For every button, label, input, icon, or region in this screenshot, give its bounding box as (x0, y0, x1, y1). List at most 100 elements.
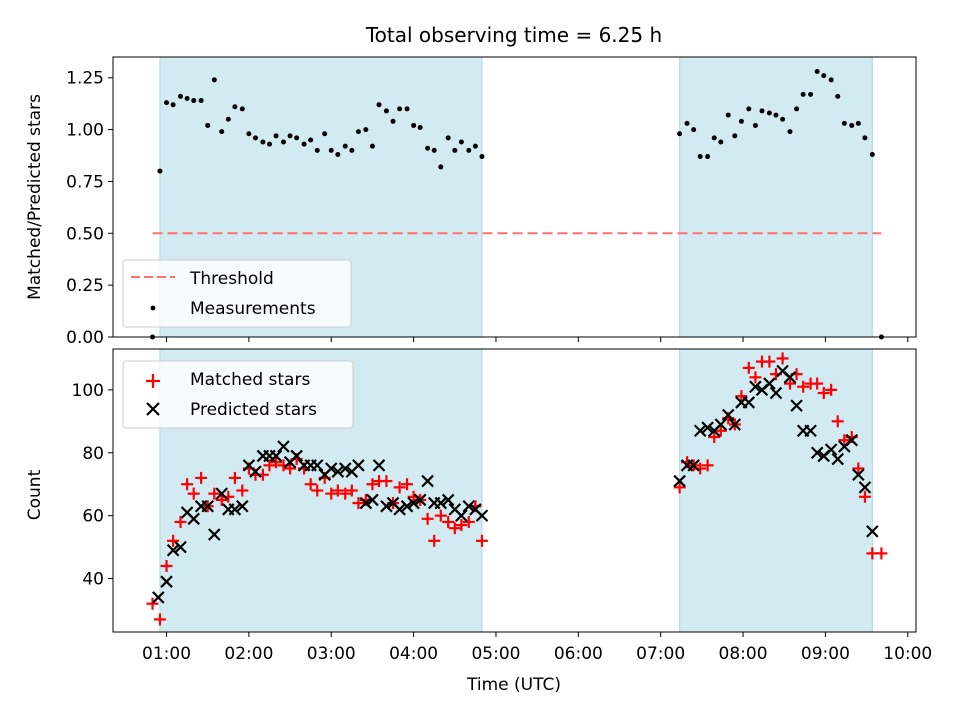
predicted-star-point (769, 386, 783, 400)
predicted-point-stroke-b (324, 462, 338, 475)
predicted-star-point (831, 452, 845, 466)
predicted-point-stroke-b (160, 575, 173, 588)
matched-star-point (304, 478, 317, 491)
predicted-star-point (687, 459, 700, 472)
ratio-y-tick-label: 1.00 (66, 121, 104, 141)
counts-x-axis: 01:00 02:00 03:00 04:00 05:00 06:00 07:00 08:00… (142, 632, 932, 664)
predicted-point-stroke-b (728, 418, 742, 431)
measurement-point (814, 69, 820, 75)
predicted-star-point (359, 496, 373, 510)
predicted-star-point (160, 575, 173, 588)
matched-star-point (325, 487, 338, 500)
matched-star-point (352, 497, 365, 510)
measurement-point (479, 154, 485, 160)
counts-x-tick-label: 07:00 (636, 644, 685, 664)
predicted-point-stroke-b (858, 481, 872, 494)
matched-star-point (345, 484, 358, 497)
predicted-star-point (338, 462, 352, 475)
predicted-star-point (673, 474, 686, 488)
predicted-point-stroke-b (400, 499, 414, 513)
counts-x-axis-label: Time (UTC) (466, 675, 561, 695)
measurement-point (328, 147, 334, 153)
predicted-point-stroke-b (393, 503, 406, 516)
ratio-legend-box (122, 259, 352, 328)
matched-star-point (825, 383, 838, 396)
predicted-star-point (290, 449, 303, 463)
predicted-star-point (810, 446, 824, 460)
measurement-point (466, 147, 472, 153)
predicted-star-point (742, 396, 756, 409)
measurement-point (697, 154, 703, 160)
matched-star-point (852, 462, 865, 475)
predicted-star-point (277, 440, 290, 453)
predicted-point-stroke-b (174, 540, 187, 554)
matched-star-point (146, 597, 159, 610)
threshold-legend-label: Threshold (189, 269, 274, 289)
predicted-star-point (852, 468, 865, 482)
counts-legend-box (122, 360, 354, 429)
predicted-legend-marker (146, 402, 160, 416)
matched-star-point (749, 371, 762, 384)
matched-legend-marker (146, 374, 160, 388)
predicted-point-stroke-b (831, 452, 845, 466)
measurement-point (170, 102, 176, 108)
matched-star-point (181, 478, 194, 491)
measurement-point (725, 112, 731, 118)
predicted-star-point (728, 418, 742, 431)
measurement-point (711, 135, 717, 141)
measurement-point (780, 116, 786, 122)
counts-x-tick-label: 05:00 (471, 644, 520, 664)
predicted-point-stroke-b (380, 499, 393, 513)
predicted-star-point (400, 499, 414, 513)
measurement-point (855, 120, 861, 126)
predicted-stars-series (152, 364, 879, 604)
predicted-point-stroke-b (434, 496, 448, 510)
predicted-star-point (475, 509, 489, 522)
predicted-star-point (407, 496, 420, 510)
ratio-y-axis: 0.00 0.25 0.50 0.75 1.00 1.25 (66, 69, 113, 348)
predicted-star-point (845, 433, 859, 447)
predicted-star-point (866, 525, 879, 538)
matched-star-point (195, 471, 208, 484)
predicted-star-point (174, 540, 187, 554)
matched-star-point (858, 490, 871, 503)
matched-star-point (455, 519, 468, 532)
measurement-point (718, 139, 724, 145)
measurement-point (225, 116, 231, 122)
predicted-point-stroke-b (687, 459, 700, 472)
matched-star-point (701, 459, 714, 472)
ratio-y-tick-label: 0.75 (66, 172, 104, 192)
measurement-point (759, 108, 765, 114)
predicted-point-stroke-b (783, 371, 797, 384)
predicted-point-stroke-b (228, 503, 242, 516)
predicted-point-stroke-b (763, 377, 776, 390)
ratio-y-tick-label: 0.50 (66, 224, 104, 244)
counts-y-tick-label: 60 (82, 507, 104, 527)
measurement-point (369, 143, 375, 149)
matched-star-point (763, 355, 776, 368)
matched-star-point (817, 387, 830, 400)
measurement-point (246, 131, 252, 137)
measurement-point (232, 104, 238, 110)
predicted-star-point (236, 499, 249, 513)
matched-star-point (284, 462, 297, 475)
predicted-point-stroke-b (462, 499, 476, 513)
measurement-point (164, 100, 170, 106)
predicted-star-point (187, 512, 200, 526)
predicted-star-point (215, 487, 228, 500)
measurements-legend-marker (150, 305, 156, 311)
predicted-point-stroke-b (790, 399, 803, 412)
measurement-point (821, 73, 827, 79)
predicted-star-point (380, 499, 393, 513)
predicted-star-point (201, 499, 214, 513)
measurement-point (280, 139, 286, 145)
measurement-point (773, 112, 779, 118)
counts-x-tick-label: 02:00 (224, 644, 273, 664)
measurement-point (425, 145, 431, 151)
ratio-plot-frame (112, 56, 917, 338)
predicted-point-stroke-b (749, 380, 762, 394)
ratio-shaded-interval (679, 56, 873, 338)
ratio-y-axis-label: Matched/Predicted stars (25, 94, 45, 300)
measurement-point (472, 143, 478, 149)
predicted-point-stroke-b (469, 503, 482, 516)
